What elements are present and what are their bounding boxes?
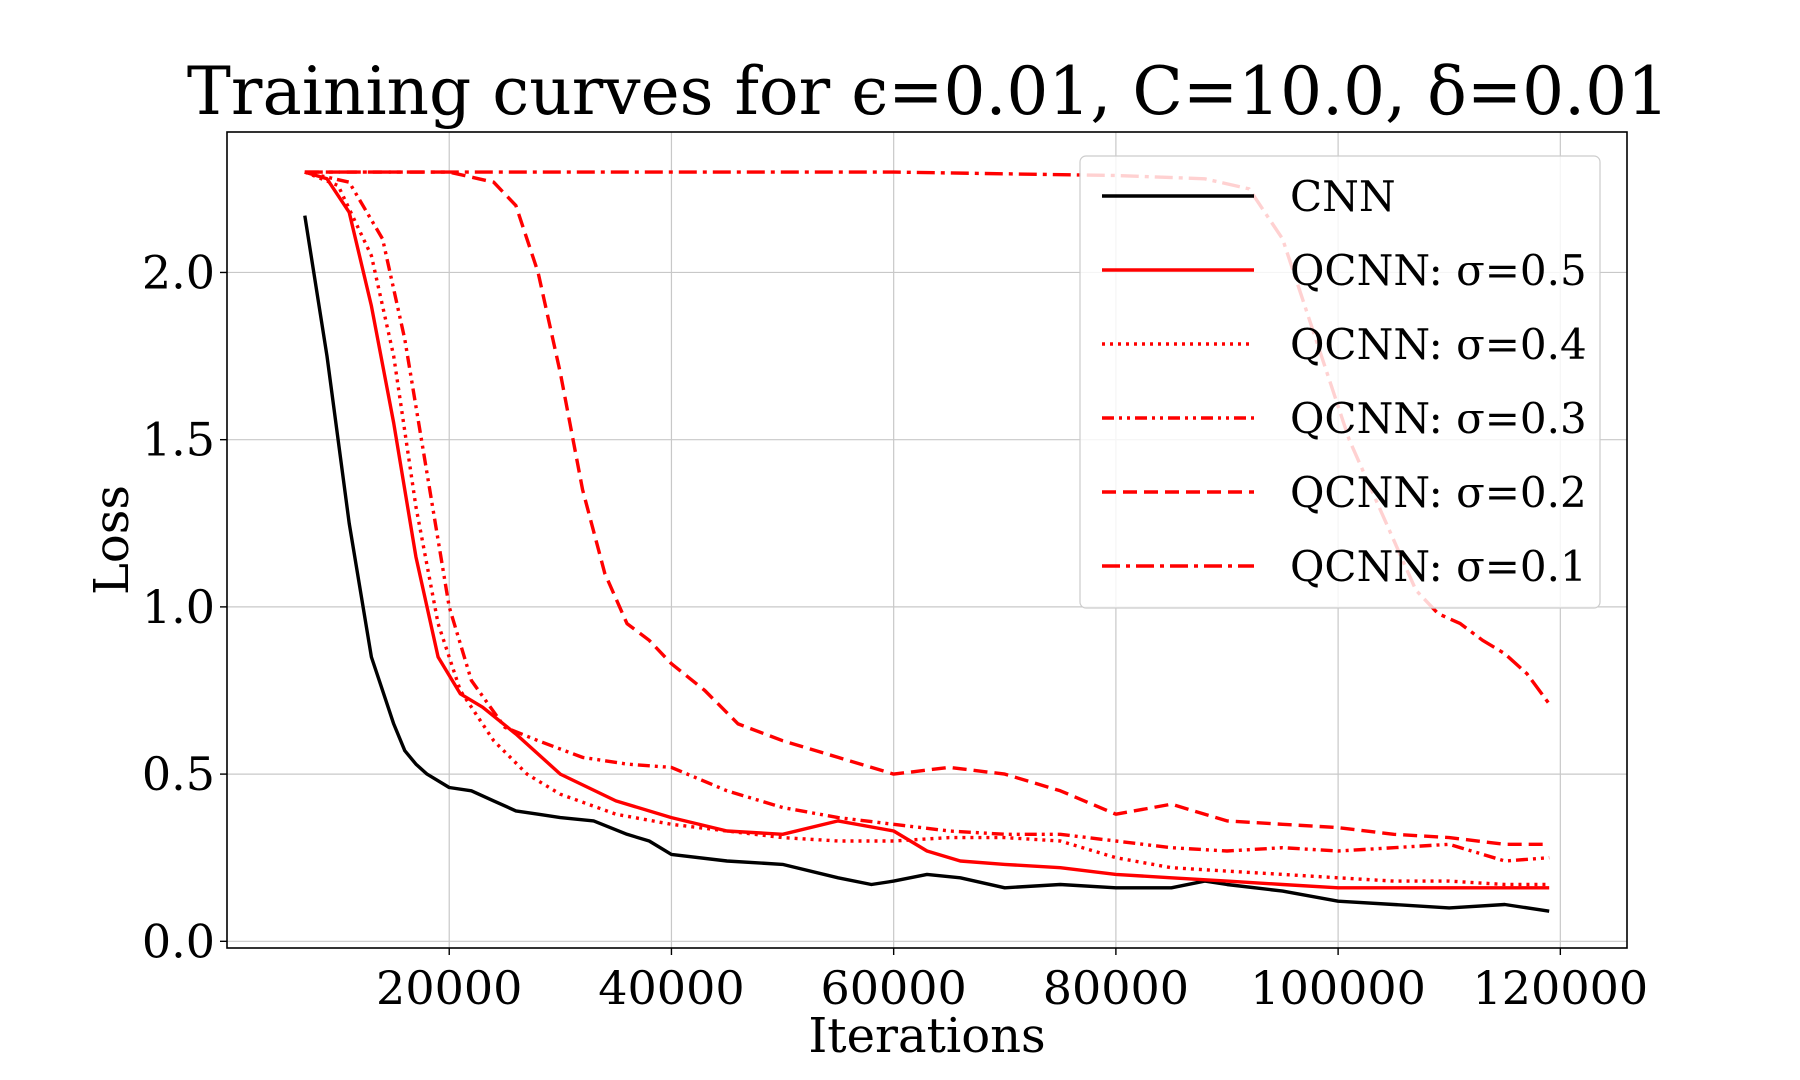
legend-box [1079,155,1601,609]
x-tick-label: 60000 [820,961,966,1015]
x-tick-label: 40000 [598,961,744,1015]
y-tick-label: 0.5 [142,747,215,801]
x-tick-label: 80000 [1043,961,1189,1015]
x-tick-label: 120000 [1473,961,1649,1015]
x-axis-ticks: 20000 40000 60000 80000 100000 120000 [376,948,1648,1015]
x-tick-label: 100000 [1250,961,1426,1015]
x-tick-label: 20000 [376,961,522,1015]
y-axis-label: Loss [84,485,140,595]
plot-frame [226,131,1628,949]
legend-label: QCNN: σ=0.1 [1290,542,1587,591]
series-line-1 [304,170,1550,890]
legend: CNN QCNN: σ=0.5 QCNN: σ=0.4 QCNN: σ=0.3 QCNN… [1079,155,1601,609]
y-tick-label: 1.0 [142,580,215,634]
chart-title: Training curves for ϵ=0.01, C=10.0, δ=0.… [187,53,1669,130]
x-axis-label: Iterations [808,1008,1045,1064]
y-tick-label: 2.0 [142,245,215,299]
legend-label: QCNN: σ=0.2 [1290,468,1587,517]
y-axis-ticks: 0.0 0.5 1.0 1.5 2.0 [142,245,227,968]
y-tick-label: 1.5 [142,413,215,467]
series-line-4 [304,170,1550,846]
legend-label: QCNN: σ=0.5 [1290,246,1587,295]
legend-label: QCNN: σ=0.4 [1290,320,1587,369]
legend-label: QCNN: σ=0.3 [1290,394,1587,443]
series-lines [303,170,1551,913]
series-line-0 [303,215,1550,913]
y-tick-label: 0.0 [142,914,215,968]
legend-label: CNN [1290,172,1396,221]
